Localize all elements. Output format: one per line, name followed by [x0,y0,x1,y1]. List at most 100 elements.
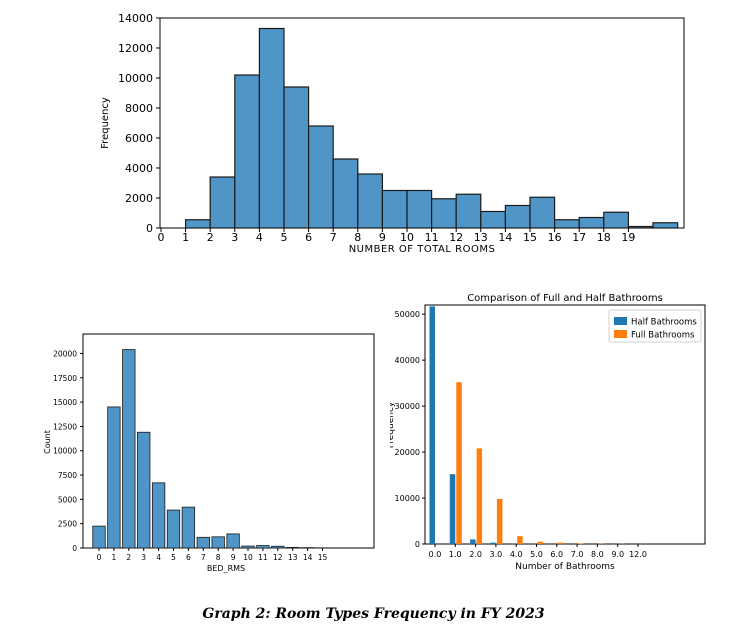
half-bathrooms-bar [449,474,456,544]
x-tick-label: 5 [281,231,288,244]
legend: Half Bathrooms Full Bathrooms [608,309,702,343]
histogram-bar [332,158,359,229]
y-tick-label: 5000 [58,495,77,504]
x-tick-label: 9.0 [611,550,624,559]
x-tick-label: 7.0 [571,550,584,559]
x-tick-label: 5 [171,553,176,562]
count-bar [92,525,106,549]
x-tick-label: 5.0 [530,550,543,559]
x-tick-label: 8 [216,553,221,562]
x-tick-label: 3.0 [490,550,503,559]
count-bar [137,431,151,549]
histogram-bar [381,189,408,229]
histogram-bar [406,189,433,229]
histogram-bar [234,74,261,229]
legend-label: Half Bathrooms [631,318,697,328]
legend-swatch [614,330,627,338]
count-bar [211,536,225,549]
histogram-bar [578,216,605,229]
x-tick-label: 6 [186,553,191,562]
y-axis-title: Frequency [390,401,396,448]
half-bathrooms-bar [490,542,496,544]
y-tick-label: 20000 [53,349,77,358]
x-tick-label: 18 [597,231,611,244]
x-tick-label: 2 [207,231,214,244]
x-tick-label: 4 [156,553,161,562]
count-bar [181,506,196,549]
histogram-bar [283,86,310,229]
x-tick-label: 8 [354,231,361,244]
x-tick-label: 11 [425,231,439,244]
count-bar [271,545,285,549]
y-axis-title: Count [43,430,52,454]
x-tick-label: 4.0 [510,550,523,559]
y-tick-label: 2500 [58,520,77,529]
x-axis-title: NUMBER OF TOTAL ROOMS [349,244,496,255]
y-tick-label: 15000 [53,398,77,407]
count-bar [286,547,300,549]
histogram-bar [357,173,383,229]
x-tick-label: 12 [273,553,283,562]
y-axis-title: Frequency [100,97,111,149]
y-tick-label: 17500 [53,374,77,383]
y-tick-label: 12500 [53,422,77,431]
x-tick-label: 10 [243,553,253,562]
histogram-bar [480,210,506,229]
x-axis-title: Number of Bathrooms [515,562,615,572]
plot-frame [424,304,706,545]
x-tick-label: 14 [498,231,512,244]
count-bar [122,349,136,549]
y-tick-label: 0 [415,540,420,549]
count-bar [241,545,255,549]
histogram-bar [308,125,334,229]
half-bathrooms-bar [470,539,476,544]
x-tick-label: 0 [158,231,165,244]
y-tick-label: 0 [146,222,153,235]
y-tick-label: 50000 [395,310,420,319]
y-tick-label: 10000 [53,447,77,456]
y-tick-label: 14000 [118,12,153,25]
y-tick-label: 2000 [125,192,153,205]
x-tick-label: 14 [303,553,313,562]
count-bar [196,536,210,549]
y-tick-label: 0 [72,544,77,553]
histogram-bar [504,204,531,229]
x-tick-label: 2 [126,553,131,562]
x-tick-label: 13 [288,553,298,562]
y-tick-label: 8000 [125,102,153,115]
full-bathrooms-bar [517,536,523,544]
x-tick-label: 6.0 [550,550,563,559]
x-tick-label: 9 [379,231,386,244]
x-tick-label: 17 [572,231,586,244]
x-tick-label: 7 [330,231,337,244]
full-bathrooms-bar [578,543,584,544]
histogram-bar [652,222,679,229]
full-bathrooms-bar [456,382,462,544]
full-bathrooms-bar [476,448,483,544]
y-tick-label: 30000 [395,402,420,411]
histogram-bar [209,176,236,229]
x-tick-label: 8.0 [591,550,604,559]
x-tick-label: 0 [97,553,102,562]
x-tick-label: 13 [474,231,488,244]
chart-title: Comparison of Full and Half Bathrooms [467,293,663,304]
half-bathrooms-bar [429,306,435,544]
x-tick-label: 15 [318,553,328,562]
x-tick-label: 7 [201,553,206,562]
y-tick-label: 7500 [58,471,77,480]
bedrooms-count-chart: 0 2500 5000 7500 10000 12500 15000 17500 20000 0 1… [43,333,375,573]
full-bathrooms-bar [496,498,503,544]
count-bar [166,509,181,549]
x-tick-label: 1.0 [449,550,462,559]
x-tick-label: 2.0 [469,550,482,559]
y-tick-label: 10000 [395,494,420,503]
histogram-bar [431,198,457,229]
x-tick-label: 4 [256,231,263,244]
histogram-bar [553,219,580,229]
count-bar [151,482,166,549]
x-tick-label: 16 [548,231,562,244]
y-tick-label: 10000 [118,72,153,85]
x-tick-label: 1 [182,231,189,244]
x-axis-title: BED_RMS [207,564,245,573]
